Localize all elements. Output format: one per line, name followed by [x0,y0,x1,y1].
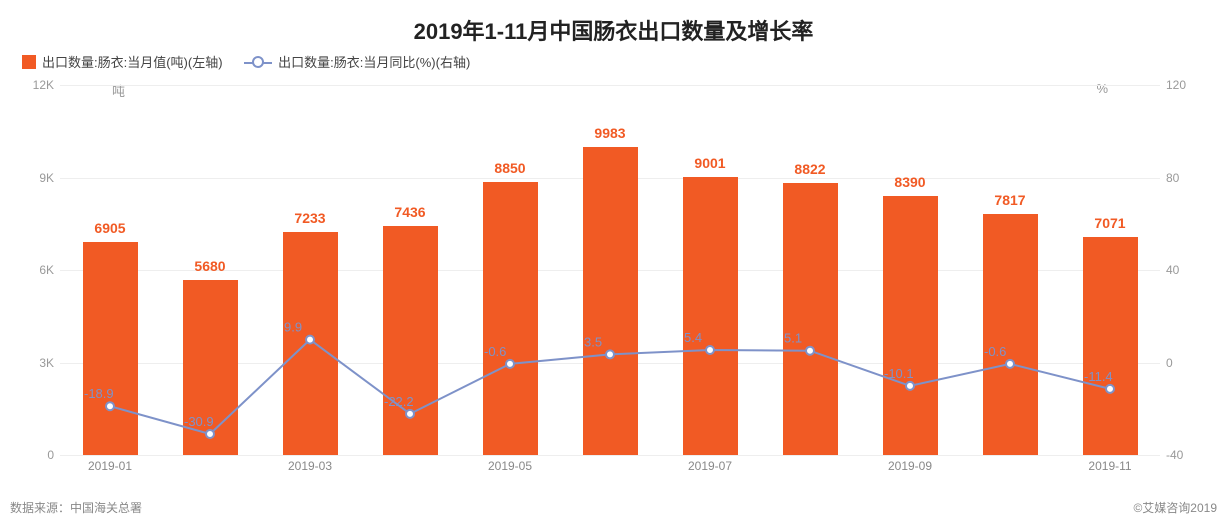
line-marker [306,336,314,344]
line-value-label: 5.1 [784,331,802,346]
gridline [60,455,1160,456]
ytick-left: 3K [10,356,54,370]
line-value-label: -18.9 [84,386,114,401]
line-marker [1006,360,1014,368]
line-marker [806,347,814,355]
line-marker [906,382,914,390]
line-value-label: 5.4 [684,330,702,345]
ytick-right: 120 [1166,78,1210,92]
line-marker [606,350,614,358]
x-tick-label: 2019-05 [488,459,532,473]
x-tick-label: 2019-09 [888,459,932,473]
ytick-right: 40 [1166,263,1210,277]
x-tick-label: 2019-01 [88,459,132,473]
line-marker [106,402,114,410]
legend-bar: 出口数量:肠衣:当月值(吨)(左轴) [22,52,223,71]
legend-line: 出口数量:肠衣:当月同比(%)(右轴) [244,52,470,71]
x-axis-labels: 2019-01 2019-03 2019-05 2019-07 2019-09 2019-… [60,459,1160,479]
legend-bar-label: 出口数量:肠衣:当月值(吨)(左轴) [42,52,223,71]
line-layer: -18.9 -30.9 9.9 -22.2 -0.6 3.5 5.4 5.1 -10.1 -0.6… [60,85,1160,455]
ytick-right: 0 [1166,356,1210,370]
footer-source: 数据来源：中国海关总署 [10,499,142,516]
line-value-label: -0.6 [484,344,506,359]
legend-line-label: 出口数量:肠衣:当月同比(%)(右轴) [278,52,470,71]
chart-container: 2019年1-11月中国肠衣出口数量及增长率 出口数量:肠衣:当月值(吨)(左轴… [0,0,1227,520]
x-tick-label: 2019-03 [288,459,332,473]
line-value-label: 9.9 [284,320,302,335]
line-value-label: -10.1 [884,366,914,381]
line-value-label: -30.9 [184,414,214,429]
line-marker [1106,385,1114,393]
ytick-left: 12K [10,78,54,92]
x-tick-label: 2019-11 [1088,459,1131,473]
ytick-left: 9K [10,171,54,185]
ytick-left: 0 [10,448,54,462]
ytick-right: 80 [1166,171,1210,185]
line-value-label: 3.5 [584,334,602,349]
footer: 数据来源：中国海关总署 ©艾媒咨询2019 [10,499,1217,516]
plot-area: 吨 % 0-403K06K409K8012K120 69055680723374… [60,85,1160,455]
legend: 出口数量:肠衣:当月值(吨)(左轴) 出口数量:肠衣:当月同比(%)(右轴) [10,52,1217,72]
legend-bar-swatch [22,55,36,69]
legend-line-swatch [244,55,272,69]
x-tick-label: 2019-07 [688,459,732,473]
line-value-label: -0.6 [984,344,1006,359]
ytick-right: -40 [1166,448,1210,462]
chart-title: 2019年1-11月中国肠衣出口数量及增长率 [10,14,1217,46]
footer-copyright: ©艾媒咨询2019 [1133,499,1217,516]
line-marker [706,346,714,354]
ytick-left: 6K [10,263,54,277]
line-value-label: -11.4 [1084,369,1113,384]
line-marker [506,360,514,368]
line-marker [406,410,414,418]
line-marker [206,430,214,438]
line-value-label: -22.2 [384,394,414,409]
